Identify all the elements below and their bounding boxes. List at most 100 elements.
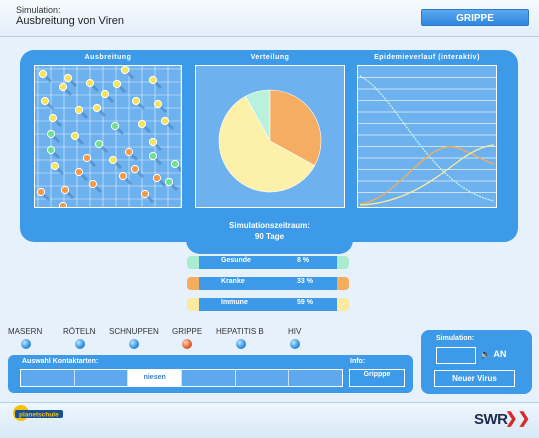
immune-curve <box>359 144 495 206</box>
person-dot <box>148 151 158 161</box>
person-dot <box>100 89 110 99</box>
virus-schnupfen-label[interactable]: SCHNUPFEN <box>109 327 159 336</box>
pie-chart <box>218 89 322 193</box>
contact-type-2[interactable] <box>75 370 129 386</box>
person-dot <box>40 96 50 106</box>
contact-types-label: Auswahl Kontaktarten: <box>22 358 99 365</box>
simulation-period-label: Simulationszeitraum: <box>229 221 310 230</box>
person-dot <box>120 65 130 75</box>
sick-curve <box>359 145 495 205</box>
person-dot <box>70 131 80 141</box>
virus-hiv-button[interactable] <box>290 339 300 349</box>
person-dot <box>124 147 134 157</box>
person-dot <box>46 145 56 155</box>
pie-slice-immune <box>218 95 316 193</box>
virus-masern-label[interactable]: MASERN <box>8 327 43 336</box>
contact-type-1[interactable] <box>21 370 75 386</box>
person-dot <box>137 119 147 129</box>
virus-grippe-button[interactable] <box>182 339 192 349</box>
virus-hepatitis-button[interactable] <box>236 339 246 349</box>
person-dot <box>48 113 58 123</box>
contact-type-4[interactable] <box>182 370 236 386</box>
contact-type-6[interactable] <box>289 370 342 386</box>
virus-grippe-label[interactable]: GRIPPE <box>172 327 203 336</box>
planet-schule-logo[interactable]: planetschule <box>12 404 64 422</box>
person-dot <box>153 99 163 109</box>
double-chevron-icon: ❯❯ <box>505 410 531 427</box>
person-dot <box>38 69 48 79</box>
stat-immune-value: 59 % <box>297 299 313 306</box>
virus-hiv-label[interactable]: HIV <box>288 327 302 336</box>
footer-bar <box>0 402 539 438</box>
spread-grid <box>34 65 185 216</box>
stat-healthy: Gesunde 8 % <box>187 256 349 269</box>
person-dot <box>74 167 84 177</box>
current-virus-badge: GRIPPE <box>421 9 529 26</box>
pie-slice-kranke <box>269 89 322 166</box>
person-dot <box>46 129 56 139</box>
person-dot <box>60 185 70 195</box>
person-dot <box>112 79 122 89</box>
person-dot <box>152 173 162 183</box>
spread-grid-canvas <box>35 65 185 216</box>
stat-immune: Immune 59 % <box>187 298 349 311</box>
epidemic-curve-canvas[interactable] <box>358 66 496 207</box>
person-dot <box>170 159 180 169</box>
distribution-panel-title: Verteilung <box>250 54 290 61</box>
person-dot <box>110 121 120 131</box>
header-label: Simulation: <box>16 5 61 15</box>
info-value: Gripppe <box>349 369 405 387</box>
planet-schule-logo-graphic: planetschule <box>13 405 63 421</box>
simulation-tab <box>186 236 353 254</box>
stat-immune-label: Immune <box>221 299 248 306</box>
person-dot <box>148 75 158 85</box>
stat-sick: Kranke 33 % <box>187 277 349 290</box>
person-dot <box>74 105 84 115</box>
swr-logo[interactable]: SWR <box>474 411 508 428</box>
new-virus-button[interactable]: Neuer Virus <box>434 370 515 387</box>
person-dot <box>164 177 174 187</box>
healthy-curve <box>359 75 495 202</box>
person-dot <box>118 171 128 181</box>
person-dot <box>131 96 141 106</box>
person-dot <box>58 82 68 92</box>
contact-type-5[interactable] <box>236 370 290 386</box>
stat-sick-label: Kranke <box>221 278 245 285</box>
person-dot <box>160 116 170 126</box>
person-dot <box>94 139 104 149</box>
epidemic-panel-title: Epidemieverlauf (interaktiv) <box>374 54 480 61</box>
virus-masern-button[interactable] <box>21 339 31 349</box>
simulation-control-label: Simulation: <box>436 335 475 342</box>
virus-roeteln-button[interactable] <box>75 339 85 349</box>
person-dot <box>88 179 98 189</box>
contact-type-selector: niesen <box>20 369 343 387</box>
person-dot <box>58 201 68 211</box>
stat-sick-value: 33 % <box>297 278 313 285</box>
person-dot <box>140 189 150 199</box>
virus-schnupfen-button[interactable] <box>129 339 139 349</box>
page-title: Ausbreitung von Viren <box>16 15 125 27</box>
simulation-counter <box>436 347 476 364</box>
speaker-icon[interactable]: 🔈 <box>480 349 492 359</box>
simulation-period-value: 90 Tage <box>254 232 285 241</box>
person-dot <box>82 153 92 163</box>
virus-hepatitis-label[interactable]: HEPATITIS B <box>216 327 264 336</box>
person-dot <box>148 137 158 147</box>
person-dot <box>130 164 140 174</box>
person-dot <box>108 155 118 165</box>
person-dot <box>50 161 60 171</box>
epidemic-chart[interactable] <box>357 65 497 208</box>
person-dot <box>92 103 102 113</box>
person-dot <box>36 187 46 197</box>
contact-type-niesen[interactable]: niesen <box>128 370 183 386</box>
logo-text: planetschule <box>19 412 59 419</box>
person-dot <box>85 78 95 88</box>
spread-panel-title: Ausbreitung <box>84 54 132 61</box>
distribution-chart <box>195 65 345 208</box>
sound-toggle-label: AN <box>493 349 507 359</box>
virus-roeteln-label[interactable]: RÖTELN <box>63 327 96 336</box>
info-label: Info: <box>350 358 366 365</box>
person-dot <box>63 73 73 83</box>
stat-healthy-value: 8 % <box>297 257 310 264</box>
sound-toggle[interactable]: 🔈 AN <box>480 349 506 360</box>
